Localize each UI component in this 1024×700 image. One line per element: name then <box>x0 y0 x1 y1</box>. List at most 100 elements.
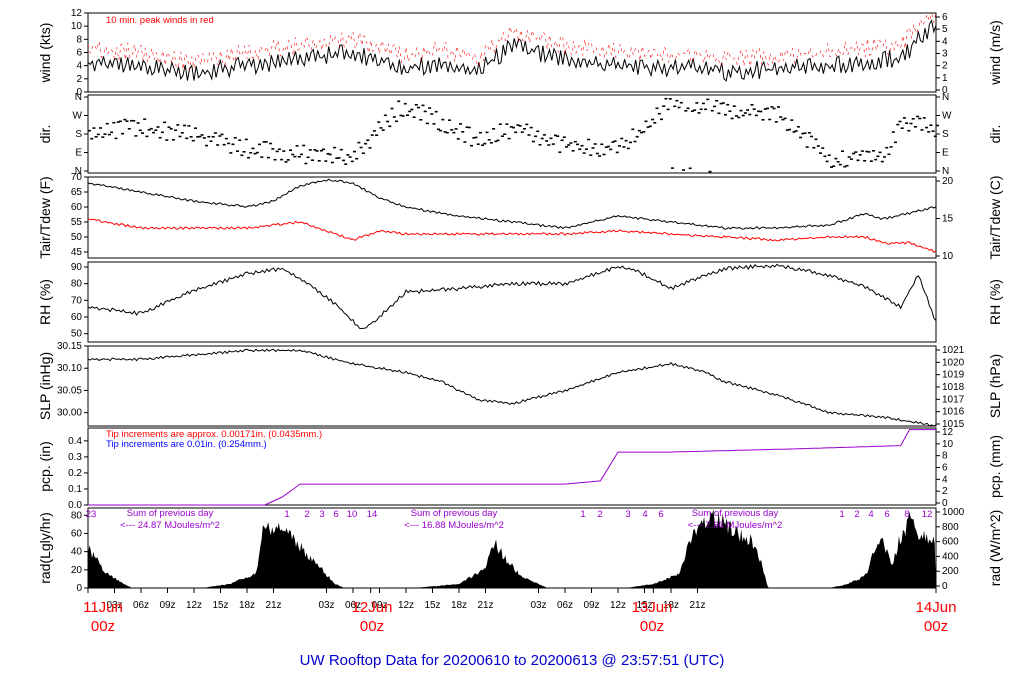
dir-point <box>847 156 851 158</box>
dir-point <box>697 112 701 114</box>
y-tick-label-right: 200 <box>942 566 959 577</box>
dir-point <box>578 148 582 150</box>
y-tick-label: 20 <box>71 565 83 576</box>
dir-point <box>542 134 546 136</box>
dir-point <box>863 160 867 162</box>
x-tick-label: 21z <box>477 600 493 611</box>
dir-point <box>328 153 332 156</box>
dir-point <box>770 106 774 108</box>
dir-point <box>799 136 803 139</box>
series-line <box>87 12 937 70</box>
dir-point <box>476 143 480 145</box>
y-axis-label: wind (kts) <box>37 23 53 84</box>
dir-point <box>90 137 94 140</box>
dir-point <box>456 138 460 140</box>
dir-point <box>465 126 469 128</box>
y-tick-label-right: N <box>942 166 949 177</box>
x-tick-label: 09z <box>583 600 599 611</box>
dir-point <box>478 131 482 134</box>
dir-point <box>933 135 937 138</box>
dir-point <box>759 110 763 113</box>
dir-point <box>275 150 279 153</box>
dir-point <box>459 123 462 125</box>
dir-point <box>454 128 458 130</box>
dir-point <box>827 154 831 156</box>
pcp-annotation-blue: Tip increments are 0.01in. (0.254mm.) <box>106 439 267 450</box>
dir-point <box>180 132 184 134</box>
hour-mark: 2 <box>304 509 309 520</box>
dir-point <box>909 122 913 125</box>
panel-frame <box>87 427 937 506</box>
x-tick-label: 15z <box>212 600 228 611</box>
dir-point <box>492 128 496 130</box>
dir-point <box>704 108 708 111</box>
dir-point <box>766 107 769 110</box>
dir-point <box>651 118 655 121</box>
dir-point <box>514 131 518 134</box>
y-tick-label-right: 20 <box>942 176 954 187</box>
dir-point <box>858 154 862 156</box>
y-tick-label-right: 6 <box>942 12 948 23</box>
dir-point <box>317 160 321 162</box>
x-tick-label: 12z <box>398 600 414 611</box>
dir-point <box>390 107 394 110</box>
dir-point <box>269 142 273 145</box>
dir-point <box>662 105 666 107</box>
dir-point <box>781 118 785 121</box>
x-tick-label: 06z <box>557 600 573 611</box>
dir-point <box>461 131 465 133</box>
dir-point <box>359 146 363 149</box>
dir-point <box>227 142 231 145</box>
day-label: 13Jun <box>632 599 673 616</box>
dir-point <box>501 135 504 137</box>
dir-point <box>147 129 151 131</box>
hour-mark: 6 <box>658 509 663 520</box>
dir-point <box>103 133 107 135</box>
dir-point <box>487 139 491 141</box>
dir-point <box>494 140 498 143</box>
dir-point <box>902 117 906 119</box>
y-tick-label-right: 1020 <box>942 357 965 368</box>
dir-point <box>622 146 626 148</box>
dir-point <box>498 123 502 125</box>
dir-point <box>289 149 292 151</box>
dir-point <box>260 156 264 158</box>
dir-point <box>668 98 672 100</box>
dir-point <box>297 156 301 158</box>
dir-point <box>715 100 719 102</box>
dir-point <box>116 121 120 123</box>
dir-point <box>496 139 500 142</box>
dir-point <box>213 132 217 134</box>
y-axis-label-right: rad (W/m^2) <box>987 510 1003 587</box>
dir-point <box>836 161 840 163</box>
dir-point <box>743 112 747 114</box>
dir-point <box>322 148 326 151</box>
dir-point <box>896 123 900 126</box>
dir-point <box>849 158 853 160</box>
dir-point <box>171 139 175 141</box>
dir-point <box>136 122 140 124</box>
dir-point <box>99 127 102 129</box>
panel-frame <box>87 176 937 259</box>
dir-point <box>721 102 725 104</box>
dir-point <box>772 107 776 110</box>
dir-point <box>701 102 705 105</box>
dir-point <box>205 144 208 147</box>
dir-point <box>408 110 412 113</box>
dir-point <box>618 145 621 147</box>
dir-point <box>209 140 213 142</box>
dir-point <box>366 139 370 141</box>
dir-point <box>874 158 878 161</box>
dir-point <box>907 129 911 132</box>
dir-point <box>624 139 628 142</box>
dir-point <box>443 131 447 133</box>
y-tick-label: 0 <box>76 583 82 594</box>
y-tick-label: 80 <box>71 510 83 521</box>
dir-point <box>379 127 383 129</box>
x-tick-label: 06z <box>133 600 149 611</box>
hour-mark: 12 <box>922 509 933 520</box>
dir-point <box>534 135 538 138</box>
dir-point <box>677 106 681 109</box>
